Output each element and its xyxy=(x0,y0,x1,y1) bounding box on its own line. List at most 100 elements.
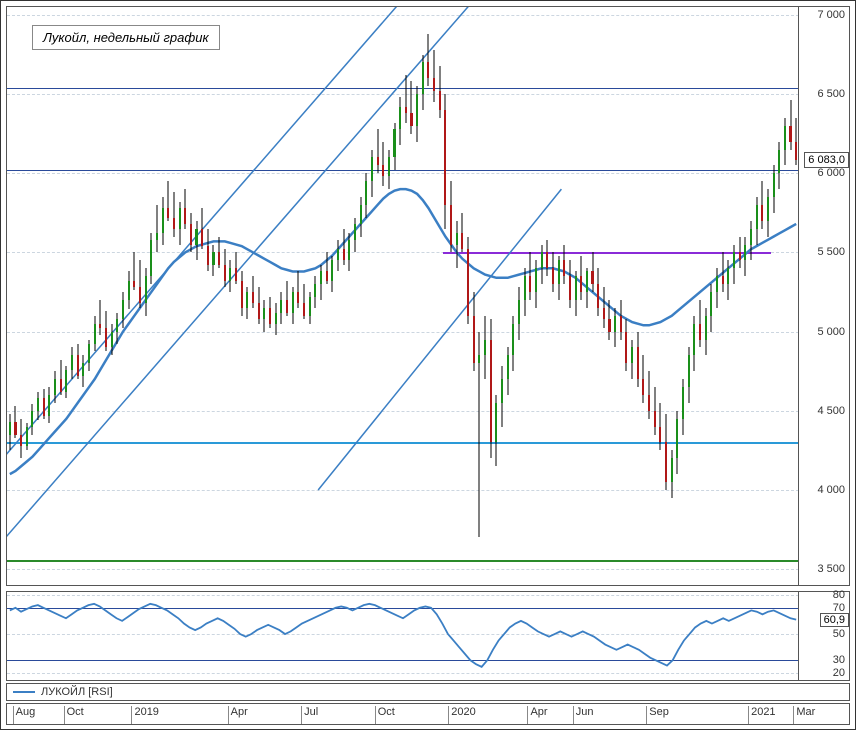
candlestick[interactable] xyxy=(749,7,753,585)
candlestick[interactable] xyxy=(755,7,759,585)
candlestick[interactable] xyxy=(409,7,413,585)
candlestick[interactable] xyxy=(607,7,611,585)
candlestick[interactable] xyxy=(211,7,215,585)
candlestick[interactable] xyxy=(534,7,538,585)
candlestick[interactable] xyxy=(98,7,102,585)
candlestick[interactable] xyxy=(53,7,57,585)
candlestick[interactable] xyxy=(138,7,142,585)
candlestick[interactable] xyxy=(274,7,278,585)
candlestick[interactable] xyxy=(19,7,23,585)
candlestick[interactable] xyxy=(460,7,464,585)
candlestick[interactable] xyxy=(381,7,385,585)
candlestick[interactable] xyxy=(489,7,493,585)
candlestick[interactable] xyxy=(658,7,662,585)
candlestick[interactable] xyxy=(206,7,210,585)
candlestick[interactable] xyxy=(590,7,594,585)
candlestick[interactable] xyxy=(619,7,623,585)
candlestick[interactable] xyxy=(364,7,368,585)
candlestick[interactable] xyxy=(455,7,459,585)
candlestick[interactable] xyxy=(624,7,628,585)
candlestick[interactable] xyxy=(551,7,555,585)
candlestick[interactable] xyxy=(404,7,408,585)
candlestick[interactable] xyxy=(59,7,63,585)
candlestick[interactable] xyxy=(245,7,249,585)
candlestick[interactable] xyxy=(36,7,40,585)
candlestick[interactable] xyxy=(251,7,255,585)
candlestick[interactable] xyxy=(415,7,419,585)
candlestick[interactable] xyxy=(449,7,453,585)
candlestick[interactable] xyxy=(466,7,470,585)
candlestick[interactable] xyxy=(426,7,430,585)
candlestick[interactable] xyxy=(166,7,170,585)
candlestick[interactable] xyxy=(523,7,527,585)
candlestick[interactable] xyxy=(161,7,165,585)
candlestick[interactable] xyxy=(477,7,481,585)
candlestick[interactable] xyxy=(291,7,295,585)
candlestick[interactable] xyxy=(87,7,91,585)
candlestick[interactable] xyxy=(777,7,781,585)
candlestick[interactable] xyxy=(234,7,238,585)
candlestick[interactable] xyxy=(302,7,306,585)
candlestick[interactable] xyxy=(494,7,498,585)
candlestick[interactable] xyxy=(568,7,572,585)
candlestick[interactable] xyxy=(743,7,747,585)
candlestick[interactable] xyxy=(511,7,515,585)
candlestick[interactable] xyxy=(25,7,29,585)
candlestick[interactable] xyxy=(194,7,198,585)
candlestick[interactable] xyxy=(398,7,402,585)
candlestick[interactable] xyxy=(579,7,583,585)
candlestick[interactable] xyxy=(223,7,227,585)
candlestick[interactable] xyxy=(64,7,68,585)
candlestick[interactable] xyxy=(545,7,549,585)
candlestick[interactable] xyxy=(228,7,232,585)
candlestick[interactable] xyxy=(698,7,702,585)
candlestick[interactable] xyxy=(93,7,97,585)
candlestick[interactable] xyxy=(183,7,187,585)
candlestick[interactable] xyxy=(115,7,119,585)
candlestick[interactable] xyxy=(392,7,396,585)
candlestick[interactable] xyxy=(772,7,776,585)
candlestick[interactable] xyxy=(500,7,504,585)
candlestick[interactable] xyxy=(262,7,266,585)
candlestick[interactable] xyxy=(325,7,329,585)
candlestick[interactable] xyxy=(47,7,51,585)
candlestick[interactable] xyxy=(178,7,182,585)
candlestick[interactable] xyxy=(506,7,510,585)
candlestick[interactable] xyxy=(359,7,363,585)
candlestick[interactable] xyxy=(217,7,221,585)
candlestick[interactable] xyxy=(330,7,334,585)
candlestick[interactable] xyxy=(647,7,651,585)
candlestick[interactable] xyxy=(726,7,730,585)
candlestick[interactable] xyxy=(562,7,566,585)
candlestick[interactable] xyxy=(296,7,300,585)
candlestick[interactable] xyxy=(692,7,696,585)
candlestick[interactable] xyxy=(709,7,713,585)
candlestick[interactable] xyxy=(630,7,634,585)
candlestick[interactable] xyxy=(596,7,600,585)
candlestick[interactable] xyxy=(675,7,679,585)
candlestick[interactable] xyxy=(342,7,346,585)
candlestick[interactable] xyxy=(370,7,374,585)
candlestick[interactable] xyxy=(517,7,521,585)
candlestick[interactable] xyxy=(574,7,578,585)
candlestick[interactable] xyxy=(144,7,148,585)
candlestick[interactable] xyxy=(670,7,674,585)
candlestick[interactable] xyxy=(653,7,657,585)
candlestick[interactable] xyxy=(721,7,725,585)
candlestick[interactable] xyxy=(42,7,46,585)
candlestick[interactable] xyxy=(472,7,476,585)
candlestick[interactable] xyxy=(443,7,447,585)
candlestick[interactable] xyxy=(319,7,323,585)
candlestick[interactable] xyxy=(200,7,204,585)
candlestick[interactable] xyxy=(438,7,442,585)
candlestick[interactable] xyxy=(387,7,391,585)
candlestick[interactable] xyxy=(121,7,125,585)
candlestick[interactable] xyxy=(240,7,244,585)
candlestick[interactable] xyxy=(681,7,685,585)
candlestick[interactable] xyxy=(30,7,34,585)
rsi-plot-area[interactable] xyxy=(7,592,799,680)
candlestick[interactable] xyxy=(704,7,708,585)
candlestick[interactable] xyxy=(732,7,736,585)
candlestick[interactable] xyxy=(336,7,340,585)
candlestick[interactable] xyxy=(308,7,312,585)
